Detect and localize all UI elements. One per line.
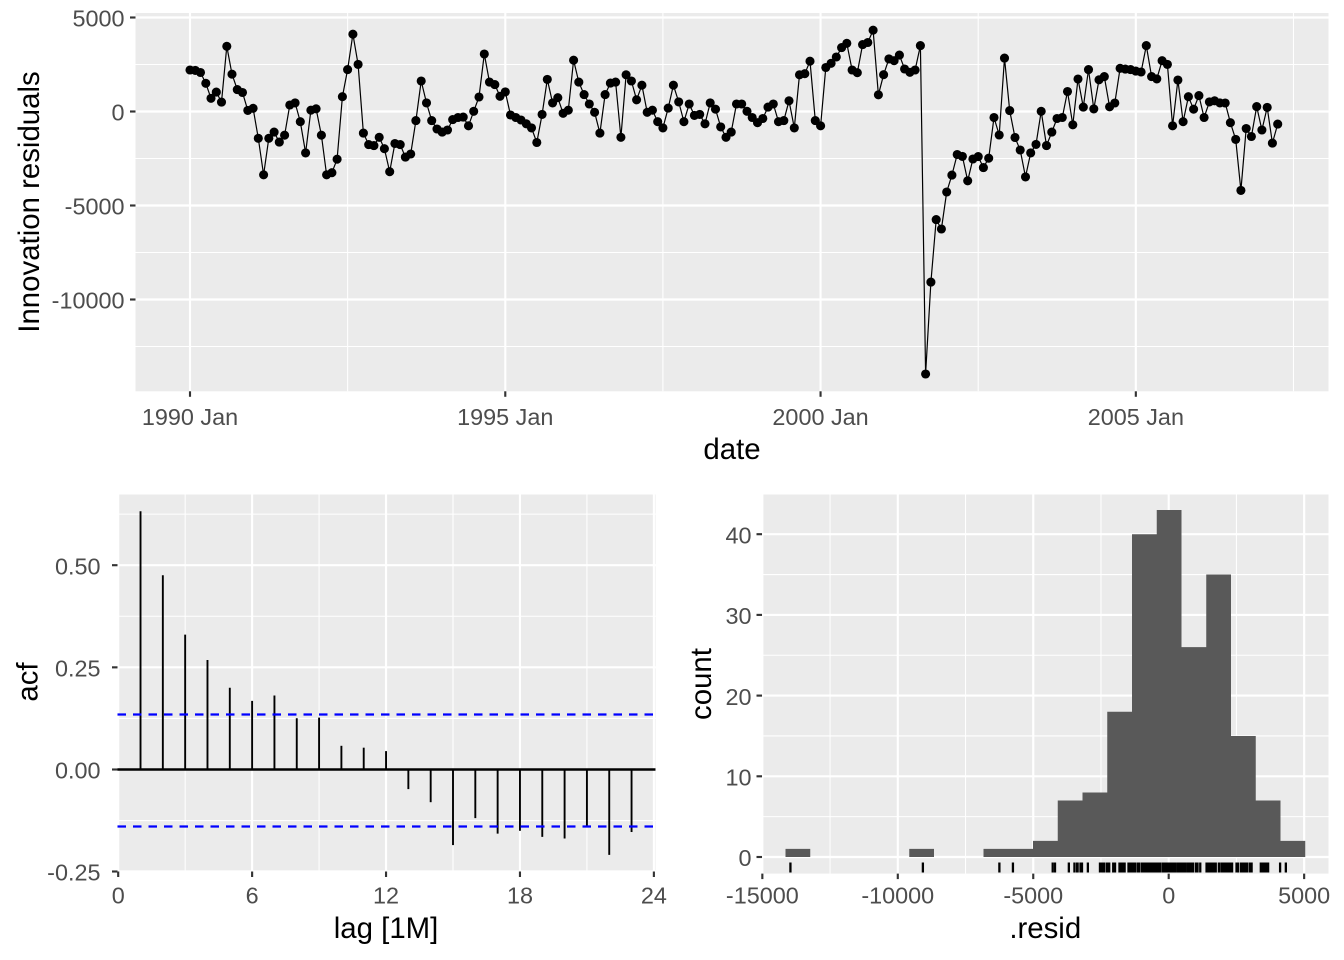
svg-text:20: 20 (725, 684, 751, 710)
svg-text:2005 Jan: 2005 Jan (1088, 404, 1184, 430)
svg-text:.resid: .resid (1009, 912, 1081, 945)
svg-text:-5000: -5000 (1003, 883, 1063, 909)
svg-text:-10000: -10000 (52, 288, 125, 314)
svg-text:12: 12 (373, 883, 399, 909)
svg-text:24: 24 (641, 883, 667, 909)
svg-text:2000 Jan: 2000 Jan (772, 404, 868, 430)
svg-text:lag [1M]: lag [1M] (334, 912, 439, 945)
svg-text:count: count (685, 648, 718, 720)
svg-text:1990 Jan: 1990 Jan (142, 404, 238, 430)
svg-text:0.25: 0.25 (55, 656, 101, 682)
svg-text:0.00: 0.00 (55, 758, 101, 784)
svg-text:10: 10 (725, 765, 751, 791)
svg-text:40: 40 (725, 522, 751, 548)
svg-text:0: 0 (738, 845, 751, 871)
svg-text:-15000: -15000 (726, 883, 799, 909)
svg-text:1995 Jan: 1995 Jan (457, 404, 553, 430)
svg-text:0: 0 (1162, 883, 1175, 909)
svg-text:-5000: -5000 (65, 194, 125, 220)
svg-text:0: 0 (111, 100, 124, 126)
svg-text:acf: acf (12, 662, 45, 702)
svg-text:0: 0 (112, 883, 125, 909)
svg-text:-10000: -10000 (861, 883, 934, 909)
svg-text:5000: 5000 (1278, 883, 1330, 909)
svg-text:18: 18 (507, 883, 533, 909)
svg-text:date: date (703, 433, 760, 466)
svg-text:Innovation residuals: Innovation residuals (13, 71, 46, 332)
svg-text:30: 30 (725, 603, 751, 629)
svg-text:5000: 5000 (72, 6, 124, 32)
svg-text:0.50: 0.50 (55, 553, 101, 579)
svg-text:6: 6 (246, 883, 259, 909)
svg-text:-0.25: -0.25 (47, 860, 100, 886)
